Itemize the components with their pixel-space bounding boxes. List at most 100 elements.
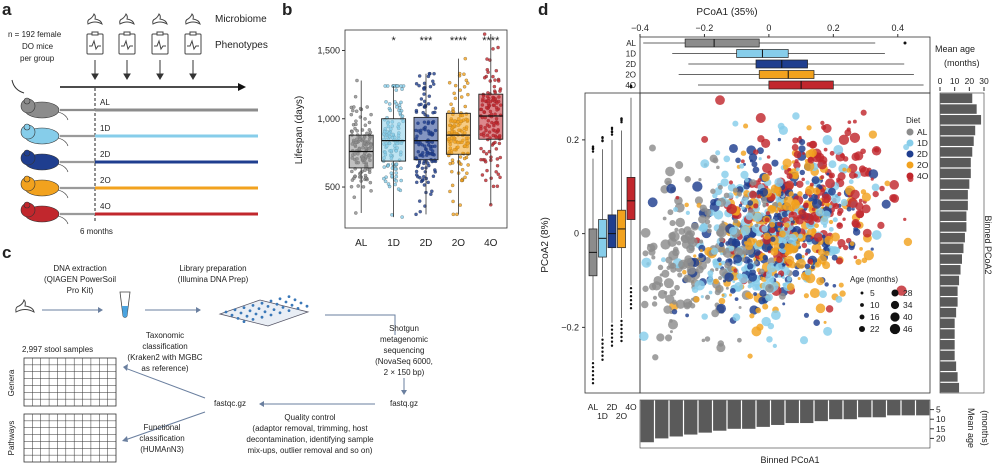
plate-well xyxy=(245,314,249,318)
scatter-point-4O xyxy=(807,258,814,265)
scatter-point-4O xyxy=(808,140,817,149)
plate-well xyxy=(278,311,282,315)
mouse-tail xyxy=(57,111,69,121)
lifespan-point xyxy=(495,164,500,168)
scatter-point-4O xyxy=(701,135,709,143)
left-box-label: 4O xyxy=(625,402,637,412)
scatter-point-1D xyxy=(828,160,837,169)
lifespan-point xyxy=(463,56,468,61)
scatter-point-1D xyxy=(782,276,786,280)
lifespan-point xyxy=(420,166,425,170)
plate-well xyxy=(269,313,273,317)
scatter-point-AL xyxy=(652,354,659,361)
pcoa2-axis: −0.2 0 0.2 xyxy=(561,135,585,332)
stool-sample-icon xyxy=(15,299,35,313)
lifespan-point xyxy=(353,174,357,179)
lifespan-point xyxy=(354,211,358,215)
scatter-point-AL xyxy=(710,188,716,194)
scatter-point-2D xyxy=(792,269,800,277)
lifespan-point xyxy=(432,71,436,76)
scatter-point-2O xyxy=(805,185,815,195)
scatter-point-2D xyxy=(777,137,782,142)
scatter-point-2O xyxy=(814,223,819,229)
mean-age-bar xyxy=(940,361,957,371)
scatter-point-4O xyxy=(858,198,863,203)
binned-pcoa2-label: Binned PCoA2 xyxy=(983,215,993,274)
scatter-point-1D xyxy=(765,295,772,302)
scatter-point-2D xyxy=(756,147,764,155)
scatter-point-2D xyxy=(811,176,820,185)
scatter-point-AL xyxy=(669,330,673,334)
scatter-point-AL xyxy=(674,284,680,291)
scatter-point-2D xyxy=(753,249,761,256)
clipboard-icons-row xyxy=(86,31,202,55)
scatter-point-1D xyxy=(721,170,729,179)
scatter-point-1D xyxy=(748,282,754,288)
mean-age-bar xyxy=(940,93,973,104)
lifespan-point xyxy=(399,178,403,183)
top-box-label: AL xyxy=(626,39,636,48)
lifespan-point xyxy=(488,79,492,83)
plate-well xyxy=(233,308,237,312)
scatter-point-2O xyxy=(729,293,732,297)
lifespan-point xyxy=(368,130,373,135)
scatter-point-2D xyxy=(759,187,769,197)
clipboard-icon xyxy=(151,31,169,55)
scatter-point-1D xyxy=(673,206,679,212)
lifespan-point xyxy=(480,173,485,177)
x-tick-label: −0.2 xyxy=(696,23,714,33)
scatter-point-2O xyxy=(762,303,769,310)
lifespan-point xyxy=(414,82,419,86)
scatter-point-2D xyxy=(731,238,741,248)
legend-swatch-2O xyxy=(906,161,914,169)
plate-well xyxy=(239,311,243,315)
scatter-point-1D xyxy=(641,257,652,268)
y-tick-label: 10 xyxy=(936,414,946,424)
scatter-point-4O xyxy=(764,217,770,223)
lifespan-point xyxy=(383,179,388,184)
age-legend-label: 22 xyxy=(870,324,880,334)
scatter-point-4O xyxy=(726,203,738,215)
right-bar-frame xyxy=(939,92,985,394)
scatter-point-4O xyxy=(795,216,804,225)
lifespan-point xyxy=(368,180,373,185)
lifespan-point xyxy=(427,94,432,98)
age-legend-dot xyxy=(859,326,865,332)
scatter-point-2O xyxy=(816,277,825,286)
plate-well xyxy=(287,309,291,312)
scatter-point-AL xyxy=(683,298,693,309)
lifespan-point xyxy=(386,164,390,168)
lifespan-point xyxy=(419,102,423,107)
scatter-point-2O xyxy=(756,323,764,331)
lifespan-point xyxy=(414,173,419,177)
lifespan-point xyxy=(393,182,397,187)
x-tick-label: 30 xyxy=(979,76,989,86)
plate-icon xyxy=(218,295,310,327)
lifespan-point xyxy=(433,106,438,110)
scatter-point-AL xyxy=(652,295,658,300)
outlier-point xyxy=(620,119,623,122)
scatter-point-AL xyxy=(667,319,679,330)
plate-well xyxy=(251,304,255,307)
plate-well xyxy=(260,301,264,305)
plate-well xyxy=(224,310,228,314)
scatter-point-4O xyxy=(890,194,900,203)
mean-age-bar xyxy=(940,147,973,157)
genera-label: Genera xyxy=(7,369,16,396)
lifespan-point xyxy=(399,100,403,105)
scatter-point-4O xyxy=(777,222,782,227)
flow-arrow xyxy=(124,411,206,441)
scatter-point-AL xyxy=(694,196,704,205)
matrix-border xyxy=(23,413,117,463)
lifespan-point xyxy=(421,178,425,182)
scatter-point-AL xyxy=(662,216,667,221)
mean-age-bar xyxy=(940,211,967,221)
plate-well xyxy=(272,308,276,311)
legend-label-4O: 4O xyxy=(917,171,929,181)
lifespan-ylabel: Lifespan (days) xyxy=(294,96,305,164)
plate-well xyxy=(278,297,282,301)
lifespan-point xyxy=(422,87,426,91)
scatter-point-2O xyxy=(792,172,799,180)
scatter-point-2O xyxy=(817,248,826,257)
x-tick-label: 2O xyxy=(452,238,466,249)
